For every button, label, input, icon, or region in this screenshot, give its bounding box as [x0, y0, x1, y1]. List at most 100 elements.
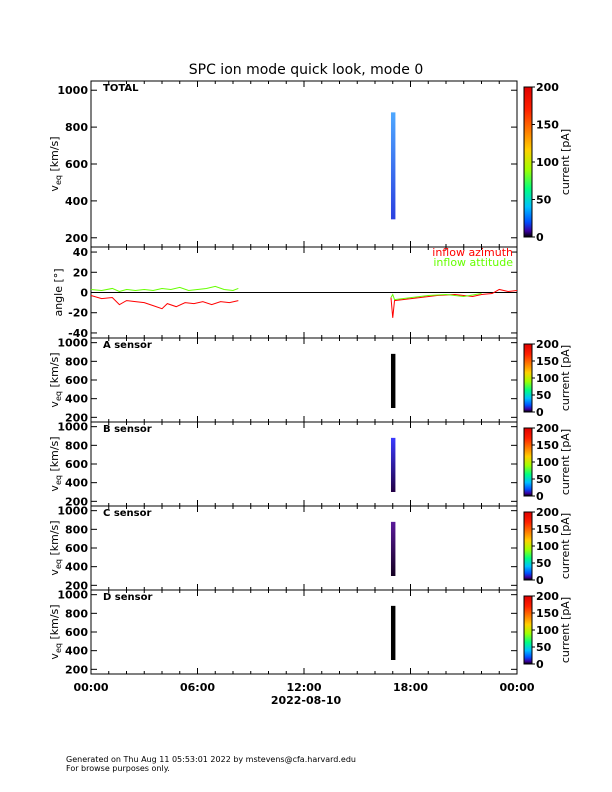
date-label: 2022-08-10	[271, 694, 342, 707]
legend-entry: inflow azimuth	[432, 246, 513, 259]
colorbar-label: current [pA]	[559, 429, 572, 495]
data-block	[390, 605, 396, 660]
colorbar-tick-label: 200	[536, 590, 559, 603]
panel-frame	[90, 589, 518, 675]
panel-frame	[90, 80, 518, 248]
x-tick-label: 00:00	[73, 681, 108, 694]
y-axis-label: veq [km/s]	[48, 136, 63, 191]
legend-entry: inflow attitude	[433, 256, 513, 269]
colorbar-tick-label: 200	[536, 422, 559, 435]
y-tick-label: 800	[65, 355, 88, 368]
series-line-inflow-attitude	[90, 285, 239, 293]
series-line-inflow-azimuth	[90, 295, 239, 310]
y-tick-label: 400	[65, 645, 88, 658]
colorbar	[523, 343, 533, 413]
y-axis-label: veq [km/s]	[48, 604, 63, 659]
footer-browse: For browse purposes only.	[66, 764, 170, 773]
colorbar-tick-label: 0	[536, 574, 544, 587]
colorbar	[523, 595, 533, 665]
x-tick-label: 18:00	[393, 681, 428, 694]
y-axis-label: veq [km/s]	[48, 436, 63, 491]
colorbar-tick-label: 0	[536, 406, 544, 419]
colorbar-tick-label: 100	[536, 540, 559, 553]
panel-frame	[90, 421, 518, 507]
y-tick-label: 20	[73, 266, 89, 279]
y-tick-label: 200	[65, 495, 88, 508]
panel-angle: -40 -20 0 20 40 angle [°] inflow azimuthinflow…	[52, 246, 518, 340]
panel-frame	[90, 337, 518, 423]
x-tick-label: 00:00	[499, 681, 534, 694]
y-tick-label: 200	[65, 579, 88, 592]
panel-label: D sensor	[103, 592, 152, 603]
y-axis-label: veq [km/s]	[48, 352, 63, 407]
colorbar-tick-label: 150	[536, 119, 559, 132]
y-tick-label: 600	[65, 626, 88, 639]
y-tick-label: 1000	[57, 337, 88, 350]
data-block	[390, 521, 396, 576]
colorbar-tick-label: 0	[536, 658, 544, 671]
y-tick-label: 0	[80, 287, 88, 300]
y-tick-label: 400	[65, 393, 88, 406]
colorbar-label: current [pA]	[559, 129, 572, 195]
panel-label: B sensor	[103, 424, 152, 435]
y-tick-label: 800	[65, 607, 88, 620]
colorbar	[523, 86, 533, 238]
y-tick-label: 600	[65, 374, 88, 387]
colorbar-tick-label: 50	[536, 557, 552, 570]
data-block	[390, 437, 396, 492]
colorbar-tick-label: 150	[536, 523, 559, 536]
x-tick-label: 06:00	[180, 681, 215, 694]
y-tick-label: 400	[65, 195, 88, 208]
colorbar-tick-label: 50	[536, 194, 552, 207]
y-tick-label: -20	[68, 307, 88, 320]
y-tick-label: 1000	[57, 421, 88, 434]
y-tick-label: 1000	[57, 589, 88, 602]
panel-total: 200 400 600 800 1000 TOTAL 0 50 100 150 200 current…	[57, 80, 572, 248]
colorbar	[523, 427, 533, 497]
colorbar-tick-label: 0	[536, 490, 544, 503]
y-tick-label: 800	[65, 121, 88, 134]
colorbar-tick-label: 150	[536, 355, 559, 368]
y-tick-label: 800	[65, 439, 88, 452]
colorbar-label: current [pA]	[559, 345, 572, 411]
panel-label: C sensor	[103, 508, 151, 519]
colorbar-label: current [pA]	[559, 513, 572, 579]
y-tick-label: 800	[65, 523, 88, 536]
colorbar-tick-label: 200	[536, 506, 559, 519]
colorbar	[523, 511, 533, 581]
y-tick-label: -40	[68, 327, 88, 340]
colorbar-tick-label: 150	[536, 607, 559, 620]
y-axis-label: veq [km/s]	[48, 520, 63, 575]
colorbar-label: current [pA]	[559, 597, 572, 663]
colorbar-tick-label: 100	[536, 456, 559, 469]
y-tick-label: 400	[65, 561, 88, 574]
y-tick-label: 200	[65, 232, 88, 245]
data-block	[390, 112, 396, 220]
y-tick-label: 200	[65, 663, 88, 676]
data-block	[390, 353, 396, 408]
footer-generated: Generated on Thu Aug 11 05:53:01 2022 by…	[66, 755, 356, 764]
colorbar-tick-label: 150	[536, 439, 559, 452]
chart-title: SPC ion mode quick look, mode 0	[189, 62, 423, 78]
colorbar-tick-label: 200	[536, 338, 559, 351]
x-tick-label: 12:00	[286, 681, 321, 694]
y-tick-label: 400	[65, 477, 88, 490]
colorbar-tick-label: 200	[536, 81, 559, 94]
y-axis-label: angle [°]	[52, 268, 65, 316]
colorbar-tick-label: 50	[536, 389, 552, 402]
colorbar-tick-label: 100	[536, 372, 559, 385]
colorbar-tick-label: 50	[536, 641, 552, 654]
series-line-inflow-azimuth	[390, 288, 518, 318]
colorbar-tick-label: 50	[536, 473, 552, 486]
colorbar-tick-label: 0	[536, 231, 544, 244]
panel-label: TOTAL	[103, 83, 139, 94]
y-tick-label: 40	[73, 246, 89, 259]
y-tick-label: 600	[65, 158, 88, 171]
y-tick-label: 1000	[57, 84, 88, 97]
y-tick-label: 600	[65, 458, 88, 471]
panel-frame	[90, 505, 518, 591]
